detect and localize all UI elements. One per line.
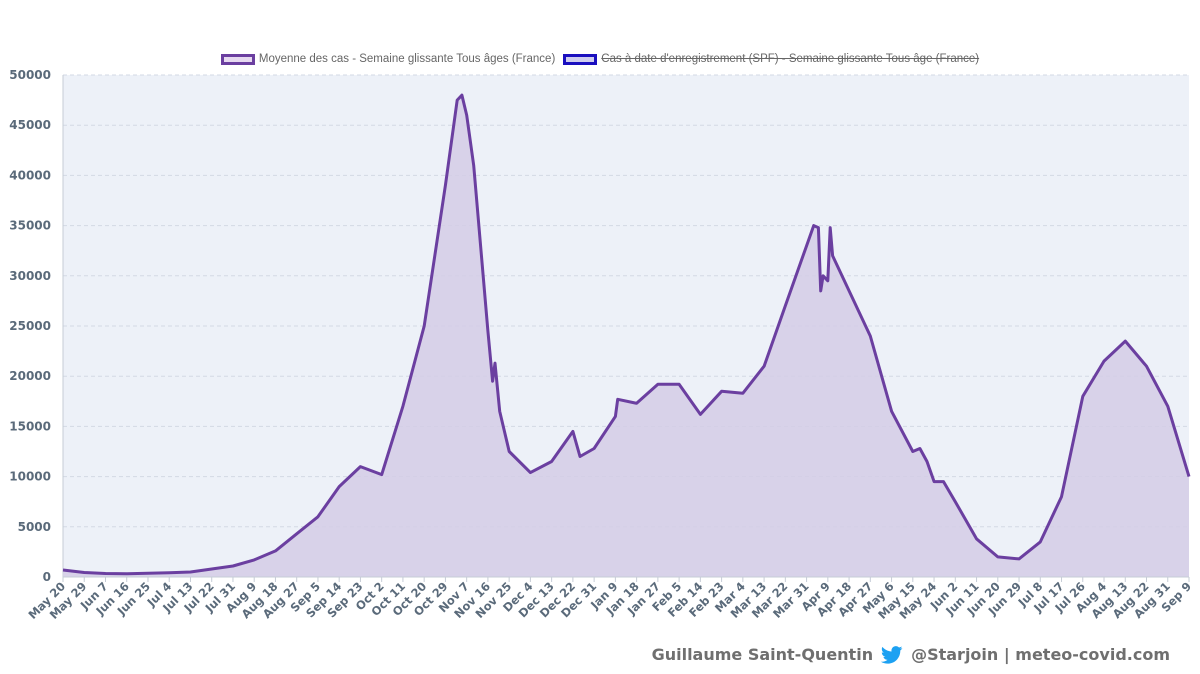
y-tick-label: 30000 xyxy=(9,269,51,283)
data-point[interactable] xyxy=(996,555,1000,559)
data-point[interactable] xyxy=(472,163,476,167)
data-point[interactable] xyxy=(918,446,922,450)
y-tick-label: 25000 xyxy=(9,319,51,333)
data-point[interactable] xyxy=(358,465,362,469)
data-point[interactable] xyxy=(125,572,129,576)
data-point[interactable] xyxy=(1017,557,1021,561)
data-point[interactable] xyxy=(1102,359,1106,363)
data-point[interactable] xyxy=(812,224,816,228)
data-point[interactable] xyxy=(592,446,596,450)
data-point[interactable] xyxy=(498,409,502,413)
data-point[interactable] xyxy=(486,329,490,333)
data-point[interactable] xyxy=(677,382,681,386)
data-point[interactable] xyxy=(231,564,235,568)
data-point[interactable] xyxy=(507,450,511,454)
legend-swatch-moyenne xyxy=(220,53,255,65)
data-point[interactable] xyxy=(698,412,702,416)
legend: Moyenne des cas - Semaine glissante Tous… xyxy=(0,53,1200,65)
data-point[interactable] xyxy=(188,570,192,574)
data-point[interactable] xyxy=(741,391,745,395)
y-tick-label: 15000 xyxy=(9,419,51,433)
data-point[interactable] xyxy=(1145,364,1149,368)
author-name: Guillaume Saint-Quentin xyxy=(651,645,874,664)
data-point[interactable] xyxy=(550,460,554,464)
data-point[interactable] xyxy=(816,226,820,230)
data-point[interactable] xyxy=(847,289,851,293)
data-point[interactable] xyxy=(911,450,915,454)
data-point[interactable] xyxy=(146,571,150,575)
series-area-fill xyxy=(63,95,1189,577)
data-point[interactable] xyxy=(941,480,945,484)
data-point[interactable] xyxy=(316,515,320,519)
data-point[interactable] xyxy=(762,364,766,368)
data-point[interactable] xyxy=(455,98,459,102)
data-point[interactable] xyxy=(819,289,823,293)
y-tick-label: 35000 xyxy=(9,219,51,233)
data-point[interactable] xyxy=(380,473,384,477)
data-point[interactable] xyxy=(167,571,171,575)
data-point[interactable] xyxy=(1123,339,1127,343)
y-tick-label: 50000 xyxy=(9,68,51,82)
data-point[interactable] xyxy=(616,397,620,401)
y-tick-label: 45000 xyxy=(9,118,51,132)
data-point[interactable] xyxy=(953,500,957,504)
footer-credit: Guillaume Saint-Quentin @Starjoin | mete… xyxy=(652,645,1170,664)
data-point[interactable] xyxy=(656,382,660,386)
data-point[interactable] xyxy=(210,567,214,571)
data-point[interactable] xyxy=(422,324,426,328)
data-point[interactable] xyxy=(61,568,65,572)
data-point[interactable] xyxy=(805,244,809,248)
series-line[interactable] xyxy=(62,93,1191,576)
data-point[interactable] xyxy=(890,409,894,413)
legend-item-moyenne[interactable]: Moyenne des cas - Semaine glissante Tous… xyxy=(220,53,556,65)
data-point[interactable] xyxy=(295,532,299,536)
twitter-icon xyxy=(881,645,903,664)
data-point[interactable] xyxy=(1166,404,1170,408)
data-point[interactable] xyxy=(720,389,724,393)
data-point[interactable] xyxy=(443,183,447,187)
y-tick-label: 10000 xyxy=(9,470,51,484)
data-point[interactable] xyxy=(491,379,495,383)
y-tick-label: 40000 xyxy=(9,168,51,182)
data-point[interactable] xyxy=(337,485,341,489)
data-point[interactable] xyxy=(82,570,86,574)
data-point[interactable] xyxy=(1081,394,1085,398)
data-point[interactable] xyxy=(465,113,469,117)
data-point[interactable] xyxy=(252,558,256,562)
data-point[interactable] xyxy=(571,429,575,433)
data-point[interactable] xyxy=(1187,475,1191,479)
data-point[interactable] xyxy=(925,460,929,464)
data-point[interactable] xyxy=(528,471,532,475)
data-point[interactable] xyxy=(1060,495,1064,499)
y-tick-label: 5000 xyxy=(18,520,51,534)
data-point[interactable] xyxy=(826,279,830,283)
data-point[interactable] xyxy=(831,254,835,258)
y-axis-ticks: 0 5000 10000 15000 20000 25000 30000 35000 40000… xyxy=(9,68,51,584)
data-point[interactable] xyxy=(460,93,464,97)
data-point[interactable] xyxy=(783,304,787,308)
data-point[interactable] xyxy=(401,404,405,408)
data-point[interactable] xyxy=(828,226,832,230)
data-point[interactable] xyxy=(613,414,617,418)
data-point[interactable] xyxy=(821,274,825,278)
legend-item-spf[interactable]: Cas à date d'enregistrement (SPF) - Sema… xyxy=(563,53,979,65)
y-tick-label: 0 xyxy=(43,570,51,584)
data-point[interactable] xyxy=(103,571,107,575)
data-point[interactable] xyxy=(868,334,872,338)
data-point[interactable] xyxy=(635,401,639,405)
data-point[interactable] xyxy=(975,537,979,541)
data-point[interactable] xyxy=(1038,540,1042,544)
legend-label-spf: Cas à date d'enregistrement (SPF) - Sema… xyxy=(601,53,980,65)
data-point[interactable] xyxy=(932,480,936,484)
legend-swatch-spf xyxy=(563,53,598,65)
legend-label-moyenne: Moyenne des cas - Semaine glissante Tous… xyxy=(258,53,556,65)
data-point[interactable] xyxy=(273,549,277,553)
data-point[interactable] xyxy=(578,455,582,459)
data-point[interactable] xyxy=(493,361,497,365)
handle-site: @Starjoin | meteo-covid.com xyxy=(911,645,1170,664)
y-tick-label: 20000 xyxy=(9,369,51,383)
